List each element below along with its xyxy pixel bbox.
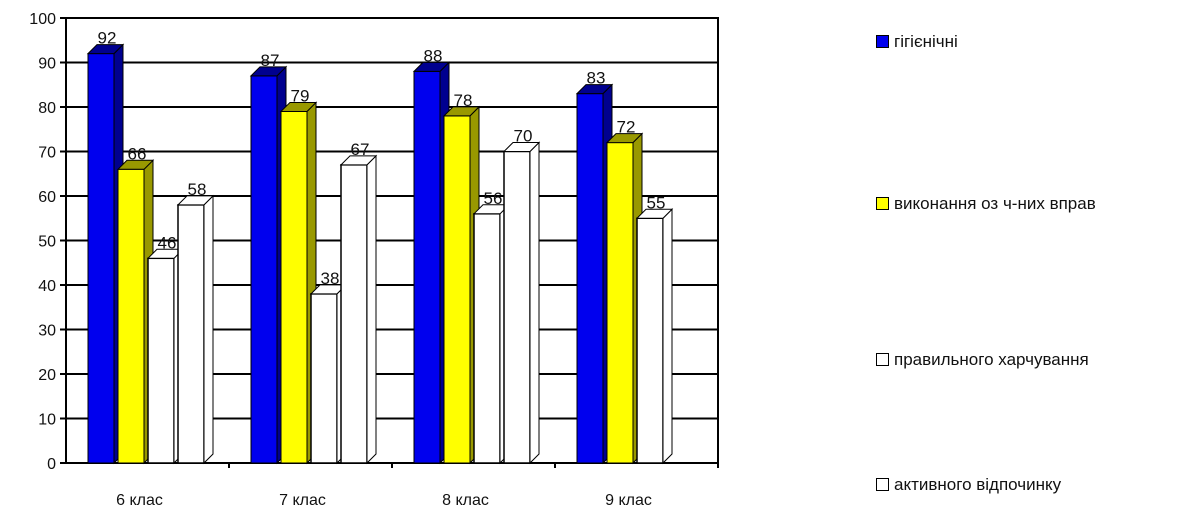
bar-front: [250, 75, 278, 464]
bars: [86, 43, 674, 465]
bar-top: [412, 61, 451, 72]
bar-top: [502, 142, 541, 152]
y-tick-label: 20: [38, 367, 56, 384]
bar-top: [635, 208, 674, 219]
bar-top: [339, 155, 378, 166]
x-tick-label: 9 клас: [605, 492, 652, 509]
bar-top: [279, 101, 318, 112]
bar-top: [176, 195, 215, 206]
data-label: 79: [291, 86, 310, 105]
bar-front: [147, 257, 175, 464]
bar: [502, 141, 541, 465]
x-tick-label: 7 клас: [279, 492, 326, 509]
y-tick-label: 10: [38, 412, 56, 429]
y-tick-label: 90: [38, 56, 56, 73]
data-label: 78: [454, 91, 473, 110]
y-tick-label: 100: [29, 11, 56, 28]
data-label: 66: [128, 144, 147, 163]
legend-label: правильного харчування: [894, 350, 1089, 369]
y-tick-label: 80: [38, 100, 56, 117]
legend-item: правильного харчування: [876, 348, 1198, 372]
bar-top: [605, 133, 644, 144]
data-label: 72: [617, 118, 636, 137]
x-tick-label: 8 клас: [442, 492, 489, 509]
data-label: 88: [424, 46, 443, 65]
y-tick-label: 30: [38, 323, 56, 340]
y-tick-label: 0: [47, 456, 56, 473]
bar: [176, 194, 215, 465]
data-label: 58: [188, 180, 207, 199]
data-label: 83: [587, 69, 606, 88]
bar-front: [310, 293, 338, 464]
y-tick-label: 50: [38, 234, 56, 251]
data-label: 92: [98, 29, 117, 48]
data-labels: 92 87 88 83 66 79 78 72 46 38 56 55 58 67 70: [98, 29, 666, 288]
legend-item: гігієнічні: [876, 30, 1198, 54]
bar-front: [340, 164, 368, 464]
bar-front: [87, 53, 115, 464]
y-tick-label: 70: [38, 145, 56, 162]
data-label: 67: [351, 140, 370, 159]
bar-top: [86, 44, 125, 55]
bar-front: [503, 150, 531, 464]
legend-label: активного відпочинку: [894, 475, 1062, 494]
legend-label: гігієнічні: [894, 32, 958, 51]
data-label: 46: [158, 233, 177, 252]
data-label: 56: [484, 189, 503, 208]
legend-swatch: [876, 35, 889, 48]
data-label: 87: [261, 51, 280, 70]
bar-chart: 0 10 20 30 40 50 60 70 80 90 100 6 клас 7 клас 8 клас…: [29, 11, 719, 509]
y-tick-label: 60: [38, 189, 56, 206]
legend-swatch: [876, 353, 889, 366]
bar-front: [280, 110, 308, 464]
bar-front: [443, 115, 471, 464]
bar-front: [606, 142, 634, 464]
bar-front: [117, 168, 145, 464]
bar-top: [249, 66, 288, 77]
axes: 0 10 20 30 40 50 60 70 80 90 100 6 клас 7 клас 8 клас…: [29, 11, 719, 509]
legend-swatch: [876, 478, 889, 491]
bar-front: [576, 93, 604, 464]
bar-side: [366, 154, 377, 465]
data-label: 70: [514, 127, 533, 146]
bar: [339, 154, 378, 465]
bar-top: [442, 106, 481, 117]
bar-front: [473, 213, 501, 464]
bar: [412, 61, 451, 465]
legend-swatch: [876, 197, 889, 210]
bar-front: [413, 70, 441, 464]
data-label: 55: [647, 193, 666, 212]
data-label: 38: [321, 269, 340, 288]
legend-label: виконання оз ч-них вправ: [894, 194, 1096, 213]
bar-side: [662, 208, 673, 465]
legend-item: активного відпочинку: [876, 473, 1198, 497]
y-tick-label: 40: [38, 278, 56, 295]
bar-side: [203, 194, 214, 465]
bar-front: [636, 217, 664, 464]
legend-item: виконання оз ч-них вправ: [876, 192, 1198, 216]
x-tick-label: 6 клас: [116, 492, 163, 509]
bar: [635, 208, 674, 465]
bar-top: [116, 159, 155, 170]
bar-top: [575, 84, 614, 95]
bar-side: [529, 141, 540, 465]
bar-front: [177, 204, 205, 464]
